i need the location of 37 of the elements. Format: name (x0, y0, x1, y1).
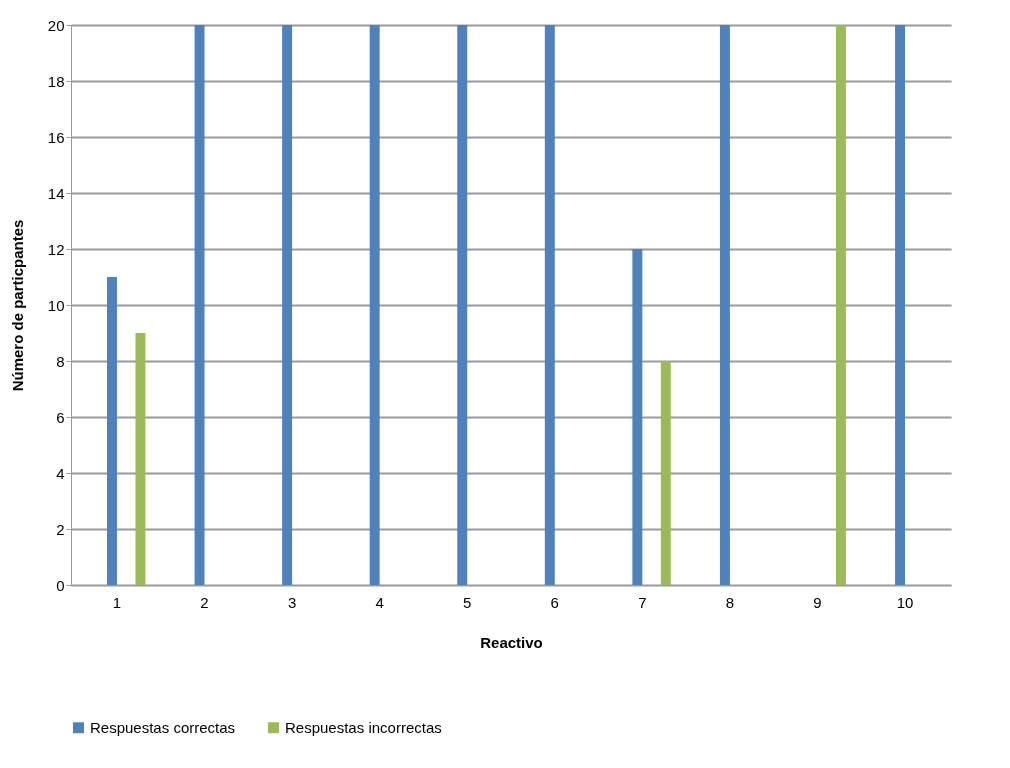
bar (107, 277, 117, 585)
legend-label: Respuestas correctas (90, 718, 236, 736)
bar (135, 333, 146, 585)
x-tick-label: 9 (813, 593, 822, 611)
bar (282, 25, 293, 585)
x-tick-label: 2 (200, 593, 209, 611)
bar (457, 25, 468, 585)
y-tick-label: 14 (47, 184, 65, 202)
x-tick-label: 4 (375, 593, 384, 611)
x-axis-title: Reactivo (480, 633, 543, 651)
bar (369, 25, 380, 585)
x-tick-label: 10 (896, 593, 914, 611)
x-tick-label: 6 (550, 593, 559, 611)
x-tick-label: 3 (287, 593, 297, 611)
y-tick-label: 8 (56, 352, 65, 370)
x-tick-label: 8 (725, 593, 735, 611)
bar (544, 25, 555, 585)
y-tick-label: 16 (47, 128, 65, 146)
legend-label: Respuestas incorrectas (285, 718, 442, 736)
y-tick-label: 4 (56, 464, 65, 482)
y-tick-label: 10 (47, 296, 65, 314)
y-tick-label: 6 (56, 408, 65, 426)
x-tick-label: 5 (463, 593, 472, 611)
y-tick-label: 12 (47, 240, 65, 258)
x-tick-label: 1 (112, 593, 122, 611)
y-tick-label: 2 (56, 520, 65, 538)
bar (895, 25, 906, 585)
y-axis-title: Número de particpantes (8, 219, 26, 392)
bar (835, 25, 846, 585)
y-tick-label: 0 (56, 576, 65, 594)
bar (719, 25, 730, 585)
bar (194, 25, 205, 585)
bar (660, 361, 671, 585)
y-tick-label: 18 (47, 72, 65, 90)
bar (632, 249, 643, 585)
y-tick-label: 20 (47, 16, 65, 34)
x-tick-label: 7 (638, 593, 647, 611)
